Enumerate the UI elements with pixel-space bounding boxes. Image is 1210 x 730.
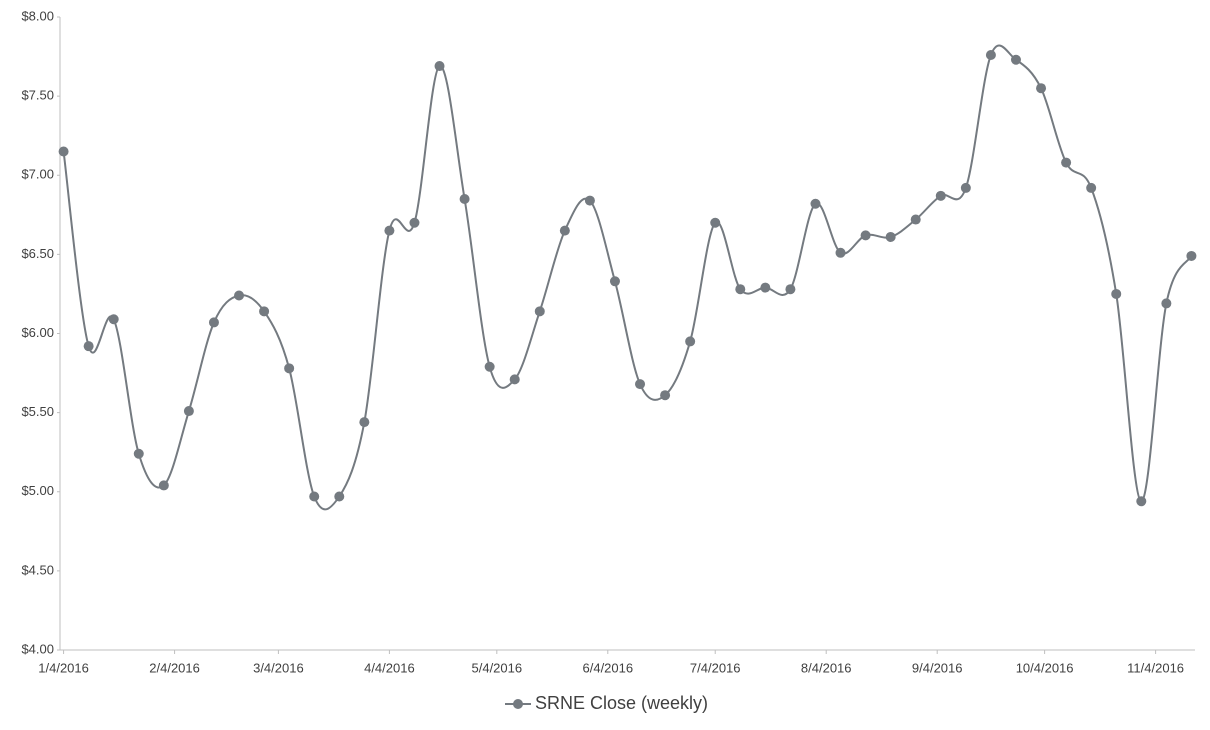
x-tick-label: 3/4/2016	[253, 660, 304, 675]
data-point	[534, 306, 545, 317]
data-point	[860, 230, 871, 241]
data-point	[484, 361, 495, 372]
x-tick-label: 1/4/2016	[38, 660, 89, 675]
data-point	[1036, 83, 1047, 94]
data-point	[785, 284, 796, 295]
data-point	[83, 341, 94, 352]
data-point	[434, 61, 445, 72]
data-point	[584, 195, 595, 206]
data-point	[58, 146, 69, 157]
y-tick-label: $6.00	[21, 325, 54, 340]
data-point	[935, 190, 946, 201]
x-tick-label: 6/4/2016	[583, 660, 634, 675]
data-point	[910, 214, 921, 225]
data-point	[259, 306, 270, 317]
data-point	[309, 491, 320, 502]
data-point	[660, 390, 671, 401]
data-point	[685, 336, 696, 347]
data-point	[234, 290, 245, 301]
x-tick-label: 7/4/2016	[690, 660, 741, 675]
series-line	[62, 44, 1193, 511]
data-point	[1111, 288, 1122, 299]
y-tick-label: $5.50	[21, 404, 54, 419]
data-point	[885, 231, 896, 242]
x-tick-label: 5/4/2016	[472, 660, 523, 675]
data-point	[509, 374, 520, 385]
data-point	[108, 314, 119, 325]
y-tick-label: $7.00	[21, 167, 54, 182]
data-point	[810, 198, 821, 209]
data-point	[1086, 182, 1097, 193]
x-tick-label: 10/4/2016	[1016, 660, 1074, 675]
data-point	[760, 282, 771, 293]
y-tick-label: $5.00	[21, 483, 54, 498]
data-point	[384, 225, 395, 236]
data-point	[1136, 496, 1147, 507]
x-tick-label: 9/4/2016	[912, 660, 963, 675]
data-point	[409, 217, 420, 228]
data-point	[208, 317, 219, 328]
data-point	[334, 491, 345, 502]
data-point	[158, 480, 169, 491]
x-tick-label: 4/4/2016	[364, 660, 415, 675]
x-tick-label: 8/4/2016	[801, 660, 852, 675]
data-point	[635, 379, 646, 390]
data-point	[1161, 298, 1172, 309]
data-point	[735, 284, 746, 295]
legend-text: SRNE Close (weekly)	[535, 693, 708, 713]
data-point	[1010, 54, 1021, 65]
data-point	[459, 193, 470, 204]
data-point	[1061, 157, 1072, 168]
y-tick-label: $4.00	[21, 641, 54, 656]
data-point	[985, 49, 996, 60]
legend-marker	[513, 699, 523, 709]
data-point	[835, 247, 846, 258]
data-point	[559, 225, 570, 236]
x-tick-label: 2/4/2016	[149, 660, 200, 675]
y-tick-label: $7.50	[21, 88, 54, 103]
y-tick-label: $6.50	[21, 246, 54, 261]
data-point	[284, 363, 295, 374]
y-tick-label: $8.00	[21, 8, 54, 23]
data-point	[183, 406, 194, 417]
data-point	[359, 417, 370, 428]
data-point	[710, 217, 721, 228]
data-point	[609, 276, 620, 287]
x-tick-label: 11/4/2016	[1127, 660, 1184, 675]
data-point	[1186, 250, 1197, 261]
data-point	[133, 448, 144, 459]
data-point	[960, 182, 971, 193]
y-tick-label: $4.50	[21, 562, 54, 577]
